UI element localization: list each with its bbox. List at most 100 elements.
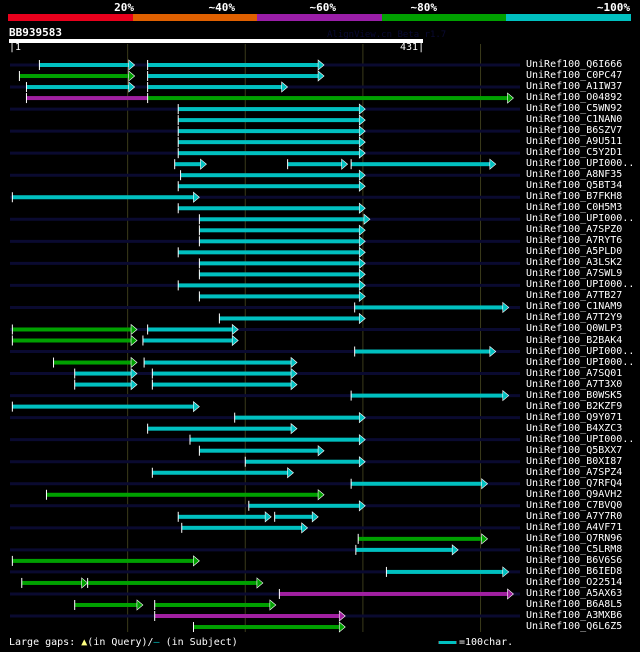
subject-gap-icon: — [153, 637, 160, 648]
hit-label[interactable]: UniRef100_Q5BXX7 [526, 444, 623, 456]
hit-label[interactable]: UniRef100_UPI000.. [526, 345, 635, 357]
hit-label[interactable]: UniRef100_B4XZC3 [526, 422, 623, 434]
segment-end-arrow-icon [502, 389, 510, 402]
segment-end-arrow-icon [256, 577, 264, 589]
hit-label[interactable]: UniRef100_A7T3X0 [526, 378, 623, 390]
hit-label[interactable]: UniRef100_B6IED8 [526, 565, 623, 577]
segment-end-arrow-icon [489, 158, 497, 170]
hit-label[interactable]: UniRef100_UPI000.. [526, 213, 635, 225]
hit-label[interactable]: UniRef100_Q7RFQ4 [526, 477, 623, 489]
alignment-segment [152, 371, 293, 376]
hit-label[interactable]: UniRef100_A3LSK2 [526, 257, 623, 269]
alignment-segment [199, 217, 365, 222]
segment-end-arrow-icon [358, 411, 366, 424]
hit-label[interactable]: UniRef100_C0H5M3 [526, 202, 623, 214]
hit-label[interactable]: UniRef100_UPI000.. [526, 279, 635, 291]
alignment-segment [178, 514, 267, 519]
hit-label[interactable]: UniRef100_A5AX63 [526, 587, 623, 599]
alignment-segment [358, 536, 483, 541]
alignment-segment [178, 184, 361, 189]
hit-label[interactable]: UniRef100_Q0WLP3 [526, 323, 623, 335]
hit-label[interactable]: UniRef100_A7SPZ4 [526, 466, 623, 478]
hit-label[interactable]: UniRef100_C5LRM8 [526, 543, 623, 555]
hit-label[interactable]: UniRef100_C5WN92 [526, 103, 623, 115]
watermark: AlignView.cn Beta r1.7 [327, 30, 447, 40]
segment-end-arrow-icon [311, 511, 319, 523]
hit-label[interactable]: UniRef100_O04892 [526, 92, 623, 104]
hit-label[interactable]: UniRef100_A7Y7R0 [526, 510, 623, 522]
hit-label[interactable]: UniRef100_Q9AVH2 [526, 488, 623, 500]
score-label-20: 20% [114, 1, 134, 14]
hit-label[interactable]: UniRef100_Q6L6Z5 [526, 621, 623, 633]
ruler-end-value: 431 [400, 42, 419, 53]
segment-end-arrow-icon [507, 92, 514, 104]
alignment-segment [248, 503, 361, 508]
hit-label[interactable]: UniRef100_B6SZV7 [526, 125, 623, 137]
query-bar [9, 39, 423, 43]
hit-label[interactable]: UniRef100_B6V6S6 [526, 554, 623, 566]
segment-end-arrow-icon [358, 279, 366, 292]
segment-end-arrow-icon [358, 246, 366, 258]
alignment-segment [178, 140, 361, 145]
alignment-segment [147, 85, 283, 90]
hit-label[interactable]: UniRef100_A1IW37 [526, 81, 623, 93]
alignment-segment [351, 481, 483, 486]
alignment-segment [178, 250, 361, 255]
gap-legend: Large gaps: ▲(in Query)/— (in Subject) [9, 637, 238, 648]
hit-label[interactable]: UniRef100_UPI000.. [526, 433, 635, 445]
alignment-segment [39, 63, 130, 67]
segment-end-arrow-icon [231, 323, 239, 336]
alignment-segment [147, 426, 293, 431]
alignment-segment [351, 393, 504, 398]
hit-label[interactable]: UniRef100_A7SQ01 [526, 367, 623, 379]
alignment-segment [12, 404, 195, 409]
alignment-segment [74, 371, 133, 376]
alignment-segment [19, 74, 130, 79]
segment-end-arrow-icon [317, 445, 325, 457]
segment-end-arrow-icon [358, 103, 366, 115]
segment-end-arrow-icon [317, 59, 325, 71]
hit-label[interactable]: UniRef100_C1NAN0 [526, 114, 623, 126]
hit-label[interactable]: UniRef100_Q9Y071 [526, 411, 623, 423]
hit-label[interactable]: UniRef100_A7SWL9 [526, 268, 623, 280]
hit-label[interactable]: UniRef100_B2KZF9 [526, 400, 623, 412]
hit-label[interactable]: UniRef100_Q6I666 [526, 59, 623, 70]
segment-end-arrow-icon [136, 599, 144, 611]
hit-label[interactable]: UniRef100_A5PLD0 [526, 246, 623, 258]
segment-end-arrow-icon [358, 434, 366, 446]
hit-label[interactable]: UniRef100_B0WSK5 [526, 389, 623, 401]
hit-label[interactable]: UniRef100_A8NF35 [526, 169, 623, 181]
ruler-start: |1 [9, 42, 22, 53]
hit-label[interactable]: UniRef100_C1NAM9 [526, 301, 623, 313]
alignment-segment [178, 129, 361, 134]
alignment-segment [144, 360, 293, 365]
hit-label[interactable]: UniRef100_Q7RN96 [526, 532, 623, 544]
hit-label[interactable]: UniRef100_O22514 [526, 576, 623, 588]
alignment-segment [21, 580, 83, 585]
hit-label[interactable]: UniRef100_C5Y2D1 [526, 147, 623, 159]
hit-label[interactable]: UniRef100_C0PC47 [526, 70, 623, 82]
hit-label[interactable]: UniRef100_A7T2Y9 [526, 312, 623, 324]
hit-label[interactable]: UniRef100_A4VF71 [526, 521, 623, 533]
alignment-segment [12, 195, 195, 200]
hit-label[interactable]: UniRef100_A9U511 [526, 136, 623, 148]
hit-label[interactable]: UniRef100_A7RYT6 [526, 235, 623, 247]
hit-label[interactable]: UniRef100_B6A8L5 [526, 598, 623, 610]
scale-label: =100char. [459, 637, 514, 648]
hit-label[interactable]: UniRef100_A7SPZ0 [526, 224, 623, 236]
hit-label[interactable]: UniRef100_B0XI87 [526, 455, 623, 467]
hit-label[interactable]: UniRef100_A7TB27 [526, 290, 623, 302]
alignment-segment [351, 162, 491, 167]
hit-label[interactable]: UniRef100_A3MXB6 [526, 610, 623, 621]
hit-label[interactable]: UniRef100_UPI000.. [526, 356, 635, 368]
segment-end-arrow-icon [358, 147, 366, 159]
segment-end-arrow-icon [489, 345, 497, 358]
hit-label[interactable]: UniRef100_UPI000.. [526, 158, 635, 170]
hit-label[interactable]: UniRef100_C7BVQ0 [526, 499, 623, 511]
segment-end-arrow-icon [481, 478, 489, 490]
hit-label[interactable]: UniRef100_B7FKH8 [526, 191, 623, 203]
hit-label[interactable]: UniRef100_Q5BT34 [526, 180, 623, 192]
alignment-segment [174, 162, 202, 167]
hit-label[interactable]: UniRef100_B2BAK4 [526, 334, 623, 346]
scale-legend: =100char. [438, 637, 513, 648]
